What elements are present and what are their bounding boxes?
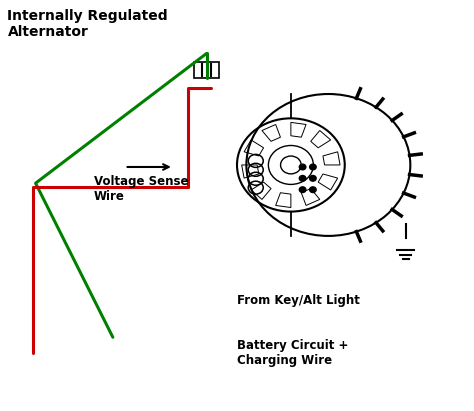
Circle shape — [310, 175, 316, 181]
Circle shape — [310, 164, 316, 170]
Circle shape — [299, 164, 306, 170]
Text: Battery Circuit +
Charging Wire: Battery Circuit + Charging Wire — [237, 339, 348, 367]
Circle shape — [310, 187, 316, 192]
Text: Internally Regulated
Alternator: Internally Regulated Alternator — [8, 9, 168, 39]
Circle shape — [299, 187, 306, 192]
Bar — [194, 62, 219, 78]
Text: From Key/Alt Light: From Key/Alt Light — [237, 294, 360, 307]
Circle shape — [299, 175, 306, 181]
Text: Voltage Sense
Wire: Voltage Sense Wire — [94, 175, 189, 203]
